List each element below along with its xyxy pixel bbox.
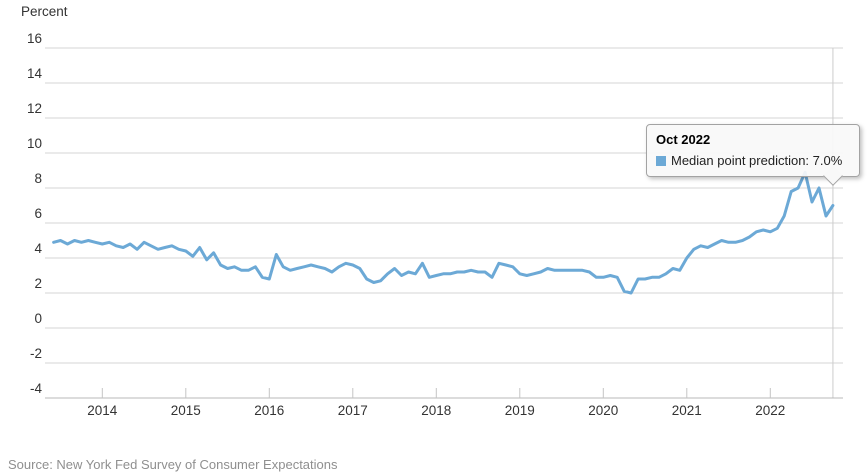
y-axis-tick-label: 14 [27, 66, 43, 81]
y-axis-tick-label: -2 [30, 346, 42, 361]
y-axis-tick-label: 2 [34, 276, 42, 291]
series-swatch-icon [656, 155, 666, 166]
source-note: Source: New York Fed Survey of Consumer … [8, 457, 338, 472]
series-line-median-point-prediction[interactable] [52, 170, 835, 295]
x-axis-tick-label: 2015 [171, 403, 201, 418]
tooltip-title: Oct 2022 [656, 132, 711, 147]
x-axis-tick-label: 2020 [588, 403, 618, 418]
y-axis-tick-label: 10 [27, 136, 42, 151]
x-axis-tick-label: 2017 [338, 403, 368, 418]
x-axis-tick-label: 2022 [755, 403, 785, 418]
y-axis-tick-label: 12 [27, 101, 42, 116]
tooltip-value-text: Median point prediction: 7.0% [671, 153, 843, 168]
y-axis-tick-label: -4 [30, 381, 42, 396]
y-axis-tick-label: 4 [34, 241, 42, 256]
x-axis-tick-label: 2019 [505, 403, 535, 418]
tooltip-row: Median point prediction: 7.0% [656, 153, 851, 168]
y-axis-tick-label: 16 [27, 31, 42, 46]
x-axis-tick-label: 2014 [87, 403, 118, 418]
chart-tooltip: Oct 2022 Median point prediction: 7.0% [646, 124, 860, 177]
x-axis-tick-label: 2021 [672, 403, 702, 418]
x-axis-tick-label: 2016 [254, 403, 284, 418]
y-axis-tick-label: 0 [34, 311, 42, 326]
x-axis-tick-label: 2018 [421, 403, 451, 418]
y-axis-title: Percent [21, 4, 68, 19]
y-axis-tick-label: 6 [34, 206, 42, 221]
y-axis-tick-label: 8 [34, 171, 42, 186]
